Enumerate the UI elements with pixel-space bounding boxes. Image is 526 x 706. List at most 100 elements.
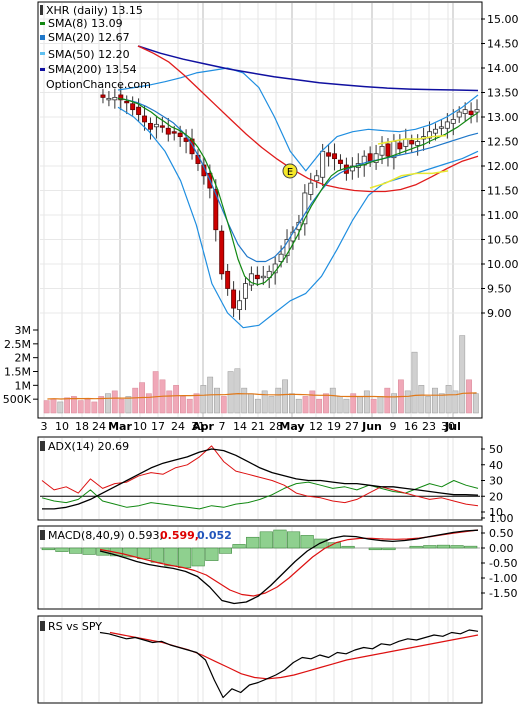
candle-body (332, 153, 338, 160)
x-tick-label: Apr (192, 420, 214, 433)
macd-tick-label: 0.50 (489, 527, 514, 540)
x-tick-label: 10 (133, 420, 147, 433)
rs-line (99, 629, 479, 699)
legend-sma8: SMA(8) 13.09 (48, 17, 123, 30)
candle-body (248, 273, 254, 286)
volume-bar (186, 398, 193, 414)
adx-tick-label: 10 (489, 506, 503, 519)
price-tick-label: 14.00 (487, 62, 519, 75)
x-tick-label: 24 (92, 420, 106, 433)
volume-bar (132, 387, 139, 414)
volume-bar (77, 400, 84, 414)
macd-histogram-bar (137, 547, 151, 560)
volume-bar (370, 398, 377, 414)
volume-bar (302, 396, 309, 414)
candle-body (177, 132, 183, 137)
volume-bar (71, 396, 77, 414)
candle-body (242, 283, 248, 299)
candle-body (308, 182, 314, 195)
macd-histogram-bar (164, 547, 178, 567)
candle-body (219, 230, 225, 275)
yellow-band-line (377, 134, 447, 145)
macd-tick-label: 1.00 (489, 512, 514, 525)
volume-bar (350, 393, 357, 414)
volume-bar (391, 393, 397, 414)
volume-bar (50, 398, 57, 414)
macd-histogram-bar (409, 545, 423, 549)
candle-body (397, 142, 403, 150)
candle-body (456, 111, 462, 118)
candle-body (237, 300, 243, 310)
macd-histogram-bar (450, 545, 464, 549)
volume-bar (268, 396, 275, 414)
legend-sma200: SMA(200) 13.54 (48, 63, 137, 76)
candle-body (118, 94, 124, 101)
candle-body (225, 270, 231, 289)
volume-bar (254, 398, 261, 414)
price-legend: XHR (daily) 13.15 SMA(8) 13.09 SMA(20) 1… (40, 4, 151, 91)
adx-legend-swatch (40, 441, 45, 451)
volume-bar (452, 390, 459, 414)
x-tick-label: Jun (361, 420, 382, 433)
candle-body (326, 152, 332, 157)
volume-bar (214, 387, 220, 414)
candle-body (438, 126, 444, 129)
macd-histogram-bar (150, 547, 164, 563)
x-tick-label: May (279, 420, 304, 433)
macd-line (99, 529, 479, 605)
volume-bar (377, 396, 384, 414)
macd-tick-label: -1.50 (489, 587, 517, 600)
volume-tick-label: 1M (15, 379, 32, 392)
candle-body (373, 153, 379, 163)
x-tick-label: 10 (55, 420, 69, 433)
volume-bar (323, 393, 329, 414)
candle-body (314, 175, 320, 182)
candle-body (254, 274, 260, 280)
price-tick-label: 9.50 (487, 283, 512, 296)
earnings-marker-circle (282, 163, 298, 179)
volume-bar (173, 385, 179, 414)
macd-legend: MACD(8,40,9) 0.593, 0.599, 0.052 (40, 529, 232, 542)
volume-bar (445, 385, 452, 414)
volume-bar (363, 390, 370, 414)
volume-bar (275, 387, 282, 414)
volume-bar (43, 400, 50, 414)
macd-histogram-bar (327, 542, 341, 549)
candle-body (260, 275, 266, 279)
volume-bar (329, 387, 336, 414)
x-tick-label: 24 (171, 420, 185, 433)
candle-body (106, 97, 112, 101)
macd-histogram-bar (191, 547, 205, 567)
candle-body (427, 131, 433, 139)
candle-body (385, 143, 391, 157)
legend-source: OptionChance.com (46, 78, 151, 91)
price-tick-label: 9.00 (487, 307, 512, 320)
macd-signal-line (99, 529, 479, 597)
volume-bar (432, 387, 438, 414)
legend-ticker: XHR (daily) 13.15 (46, 4, 143, 17)
macd-histogram-bar (69, 547, 83, 554)
candle-body (415, 141, 421, 146)
candle-body (462, 109, 468, 114)
macd-histogram-bar (300, 535, 314, 549)
candle-body (337, 159, 343, 164)
candle-body (130, 103, 136, 111)
price-tick-label: 13.50 (487, 87, 519, 100)
volume-bar (261, 390, 268, 414)
macd-signal-label: 0.599, (160, 529, 199, 542)
x-tick-label: 18 (75, 420, 89, 433)
volume-bar (152, 371, 159, 414)
macd-histogram-bar (259, 531, 273, 549)
adx-line (42, 448, 479, 510)
candle-body (171, 131, 177, 134)
x-tick-label: 7 (219, 420, 226, 433)
volume-bar (336, 396, 343, 414)
candle-body (450, 119, 456, 124)
candle-body (444, 121, 450, 129)
rs-panel-frame (37, 615, 483, 704)
volume-bar (57, 401, 64, 414)
rs-label: RS vs SPY (48, 620, 102, 633)
minus-di-line (41, 445, 479, 507)
x-tick-label: 23 (422, 420, 436, 433)
